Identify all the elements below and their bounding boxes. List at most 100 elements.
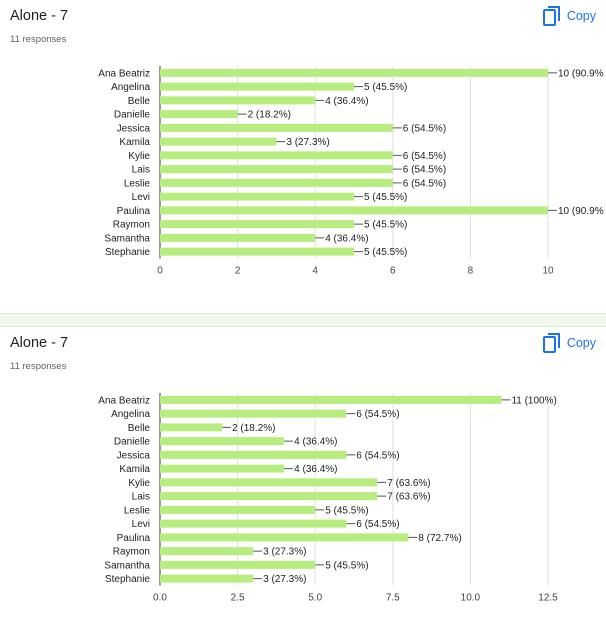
data-label: 6 (54.5%) [403, 151, 446, 162]
bar [160, 423, 223, 432]
x-tick-label: 10 [542, 266, 554, 277]
bar [160, 505, 316, 514]
question-title: Alone - 7 [10, 335, 69, 351]
category-label: Kamila [119, 137, 150, 148]
bar [160, 478, 378, 487]
x-tick-label: 5.0 [308, 593, 322, 604]
bar [160, 233, 316, 242]
category-label: Kylie [128, 151, 150, 162]
question-title: Alone - 7 [10, 8, 69, 24]
category-label: Kamila [119, 464, 150, 475]
bar [160, 137, 277, 146]
copy-label: Copy [566, 336, 596, 350]
data-label: 4 (36.4%) [325, 233, 368, 244]
data-label: 11 (100%) [511, 395, 556, 406]
bar [160, 450, 347, 459]
copy-button[interactable]: Copy [542, 6, 596, 26]
data-label: 10 (90.9% [558, 206, 604, 217]
bar-chart: 0 2 4 6 8 10 Ana Beatriz 10 (90.9% Angelina 5 (45… [98, 66, 604, 277]
data-label: 10 (90.9% [558, 68, 604, 79]
data-label: 8 (72.7%) [418, 533, 461, 544]
bar [160, 96, 316, 105]
category-label: Danielle [114, 437, 151, 448]
response-count: 11 responses [10, 34, 67, 45]
bar [160, 151, 393, 160]
x-tick-label: 2.5 [231, 593, 245, 604]
category-label: Raymon [113, 547, 150, 558]
category-label: Leslie [124, 505, 151, 516]
bar [160, 437, 285, 446]
x-tick-label: 2 [235, 266, 241, 277]
data-label: 5 (45.5%) [364, 82, 407, 93]
copy-icon [542, 333, 561, 353]
category-label: Jessica [117, 450, 151, 461]
data-label: 2 (18.2%) [232, 423, 275, 434]
category-label: Stephanie [105, 247, 150, 258]
x-tick-label: 6 [390, 266, 396, 277]
category-label: Jessica [117, 123, 151, 134]
data-label: 7 (63.6%) [387, 492, 430, 503]
bar-chart: 0.0 2.5 5.0 7.5 10.0 12.5 Ana Beatriz 11 (100%)… [98, 393, 558, 604]
bar [160, 409, 347, 418]
response-count: 11 responses [10, 361, 67, 372]
bar [160, 82, 354, 91]
category-label: Danielle [114, 110, 151, 121]
category-label: Samantha [104, 233, 150, 244]
data-label: 4 (36.4%) [325, 96, 368, 107]
data-label: 4 (36.4%) [294, 464, 337, 475]
category-label: Levi [132, 192, 150, 203]
data-label: 5 (45.5%) [364, 247, 407, 258]
category-label: Belle [128, 423, 151, 434]
section-divider [0, 313, 606, 327]
category-label: Ana Beatriz [98, 68, 150, 79]
x-tick-label: 0.0 [153, 593, 167, 604]
bar [160, 574, 254, 583]
bar [160, 165, 393, 174]
bar [160, 395, 502, 404]
category-label: Raymon [113, 220, 150, 231]
copy-icon [542, 6, 561, 26]
bar [160, 560, 316, 569]
bar [160, 220, 354, 229]
category-label: Angelina [111, 409, 150, 420]
data-label: 6 (54.5%) [403, 123, 446, 134]
data-label: 3 (27.3%) [263, 547, 306, 558]
category-label: Levi [132, 519, 150, 530]
category-label: Paulina [117, 206, 151, 217]
bar [160, 492, 378, 501]
x-tick-label: 10.0 [461, 593, 481, 604]
data-label: 5 (45.5%) [364, 220, 407, 231]
bar [160, 533, 409, 542]
x-tick-label: 0 [157, 266, 163, 277]
data-label: 6 (54.5%) [403, 165, 446, 176]
x-tick-label: 12.5 [538, 593, 558, 604]
bar [160, 123, 393, 132]
data-label: 2 (18.2%) [248, 110, 291, 121]
data-label: 6 (54.5%) [356, 450, 399, 461]
category-label: Paulina [117, 533, 151, 544]
bar [160, 464, 285, 473]
bar [160, 68, 548, 77]
bar [160, 206, 548, 215]
data-label: 6 (54.5%) [356, 519, 399, 530]
category-label: Leslie [124, 178, 151, 189]
category-label: Stephanie [105, 574, 150, 585]
data-label: 3 (27.3%) [286, 137, 329, 148]
data-label: 5 (45.5%) [325, 560, 368, 571]
category-label: Belle [128, 96, 151, 107]
data-label: 3 (27.3%) [263, 574, 306, 585]
category-label: Angelina [111, 82, 150, 93]
bar [160, 547, 254, 556]
category-label: Lais [132, 165, 150, 176]
data-label: 5 (45.5%) [364, 192, 407, 203]
x-tick-label: 8 [468, 266, 474, 277]
data-label: 7 (63.6%) [387, 478, 430, 489]
bar [160, 178, 393, 187]
category-label: Samantha [104, 560, 150, 571]
data-label: 4 (36.4%) [294, 437, 337, 448]
x-tick-label: 4 [312, 266, 318, 277]
bar [160, 192, 354, 201]
category-label: Ana Beatriz [98, 395, 150, 406]
bar [160, 247, 354, 256]
copy-button[interactable]: Copy [542, 333, 596, 353]
